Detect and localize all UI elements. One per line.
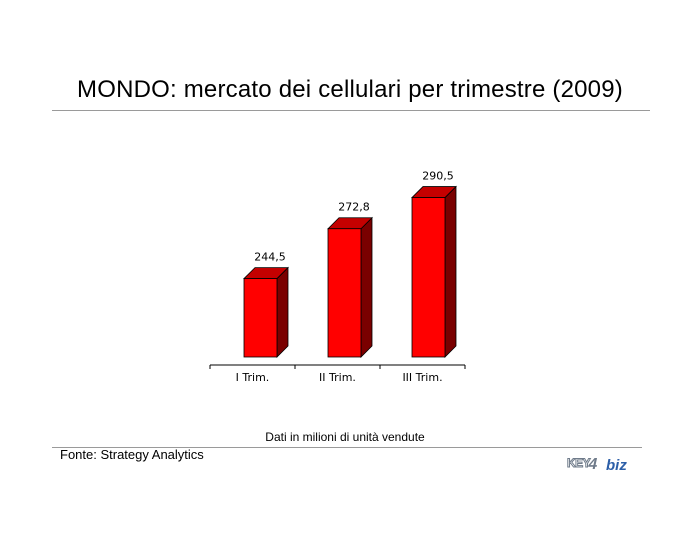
footer-divider <box>52 447 642 448</box>
bar-side-face <box>444 185 457 358</box>
data-label: 272,8 <box>338 201 370 214</box>
key4biz-logo: KEY 4 biz <box>567 455 628 474</box>
data-unit-note: Dati in milioni di unità vendute <box>265 430 425 444</box>
title-divider <box>52 110 650 111</box>
data-labels: 244,5 272,8 290,5 <box>254 170 454 264</box>
source-credit: Fonte: Strategy Analytics <box>60 447 204 462</box>
bar-front-face <box>243 278 278 358</box>
svg-text:KEY: KEY <box>567 456 591 470</box>
bar <box>327 216 373 358</box>
x-axis-labels: I Trim. II Trim. III Trim. <box>236 371 443 384</box>
svg-text:biz: biz <box>606 457 627 474</box>
data-label: 290,5 <box>422 170 454 183</box>
x-tick-label: III Trim. <box>402 371 442 384</box>
bar-side-face <box>360 216 373 358</box>
x-tick-label: I Trim. <box>236 371 270 384</box>
bars-group <box>243 185 457 358</box>
bar-side-face <box>276 266 289 358</box>
bar-front-face <box>327 228 362 358</box>
x-tick-label: II Trim. <box>319 371 356 384</box>
x-axis-ticks <box>209 365 466 369</box>
bar <box>243 266 289 358</box>
bar <box>411 185 457 358</box>
data-label: 244,5 <box>254 251 286 264</box>
chart-title: MONDO: mercato dei cellulari per trimest… <box>77 76 623 103</box>
bar-front-face <box>411 197 446 358</box>
svg-text:4: 4 <box>587 455 600 473</box>
